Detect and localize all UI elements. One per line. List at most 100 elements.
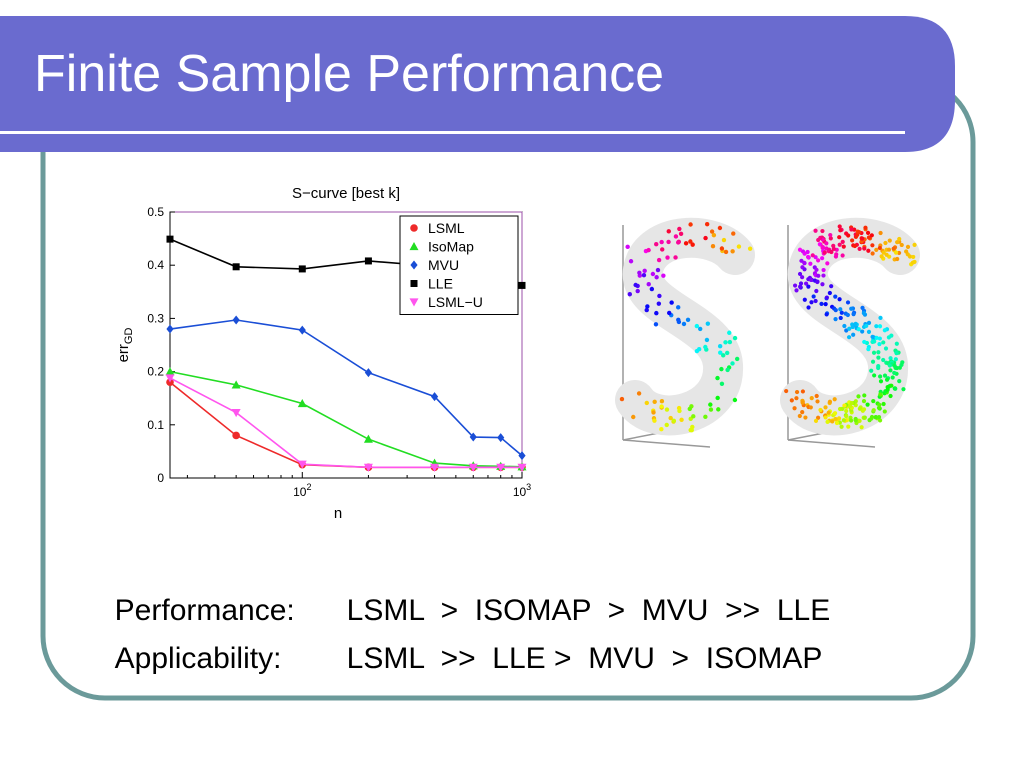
scatter-point: [675, 240, 681, 245]
scatter-point: [803, 415, 808, 420]
scatter-point: [833, 254, 839, 259]
scatter-point: [727, 339, 733, 345]
scatter-point: [851, 311, 856, 317]
scatter-point: [861, 399, 867, 404]
scatter-point: [830, 419, 835, 424]
scatter-point: [842, 403, 847, 408]
scatter-point: [637, 270, 642, 275]
scatter-point: [646, 247, 651, 253]
scatter-point: [897, 236, 902, 242]
scatter-point: [912, 259, 917, 265]
scatter-point: [794, 288, 799, 293]
scatter-point: [874, 335, 879, 341]
y-axis-label: errGD: [115, 328, 135, 363]
scatter-point: [709, 229, 715, 234]
scatter-point: [872, 339, 877, 344]
data-point-lsml: [232, 431, 240, 440]
scatter-point: [842, 323, 847, 329]
scatter-point: [820, 282, 825, 287]
scatter-point: [703, 235, 708, 241]
scatter-point: [837, 235, 842, 240]
data-point-isomap: [165, 367, 175, 376]
x-tick-label: 102: [293, 482, 311, 499]
scatter-point: [851, 332, 856, 337]
scatter-point: [869, 233, 874, 238]
scatter-point: [734, 356, 740, 362]
scatter-point: [836, 416, 842, 421]
data-point-mvu: [430, 392, 439, 402]
scatter-point: [850, 324, 855, 330]
scatter-point: [789, 398, 794, 403]
legend-marker-lsml: [410, 224, 418, 232]
scatter-point: [784, 388, 789, 394]
scatter-point: [869, 368, 874, 373]
scatter-point: [877, 402, 882, 407]
scatter-point: [806, 305, 811, 310]
scatter-point: [865, 402, 870, 407]
scatter-point: [802, 261, 807, 266]
data-point-mvu: [497, 433, 505, 443]
summary-label-performance: Performance:: [114, 594, 295, 627]
scatter-point: [857, 230, 862, 235]
scatter-point: [881, 401, 886, 407]
scatter-point: [635, 288, 640, 294]
scatter-point: [660, 247, 665, 252]
scatter-point: [896, 250, 902, 256]
scatter-point: [893, 357, 898, 362]
manifold-panel-sparse: [615, 217, 755, 448]
scatter-point: [678, 231, 684, 237]
scatter-point: [837, 242, 842, 247]
scatter-point: [688, 239, 693, 244]
scatter-point: [878, 392, 883, 397]
data-point-lle: [232, 263, 240, 271]
data-point-lsml-u: [517, 463, 527, 472]
scatter-point: [665, 255, 670, 260]
summary-text-applicability: LSML >> LLE > MVU > ISOMAP: [346, 642, 823, 675]
scatter-point: [798, 281, 804, 286]
scatter-point: [659, 399, 665, 404]
scatter-point: [827, 399, 833, 404]
scatter-point: [668, 415, 673, 421]
scatter-point: [710, 243, 716, 249]
scatter-point: [717, 344, 723, 349]
scatter-point: [811, 294, 816, 299]
scatter-point: [671, 418, 677, 424]
scatter-point: [870, 251, 875, 256]
scatter-point: [656, 257, 662, 263]
scatter-point: [840, 239, 845, 244]
scatter-point: [676, 317, 681, 323]
scatter-point: [708, 402, 713, 407]
scatter-point: [864, 323, 869, 329]
scatter-point: [677, 408, 682, 414]
scatter-point: [881, 357, 886, 363]
scatter-point: [669, 300, 674, 305]
scatter-point: [881, 250, 886, 255]
scatter-point: [654, 242, 659, 247]
scatter-point: [820, 245, 825, 250]
series-line-isomap: [169, 370, 523, 468]
scatter-point: [872, 373, 877, 378]
scatter-point: [644, 307, 649, 313]
scatter-point: [866, 248, 871, 253]
scatter-point: [813, 298, 818, 304]
scatter-point: [844, 231, 849, 236]
scatter-point: [800, 389, 806, 394]
line-chart: S−curve [best k] 0 0.1 0.2 0.3 0.4 0.5 102 103 n e…: [115, 185, 531, 522]
scatter-point: [808, 405, 813, 410]
scatter-point: [653, 322, 659, 327]
scatter-point: [691, 414, 696, 419]
data-point-lsml-u: [363, 463, 373, 472]
scatter-point: [659, 427, 664, 432]
scatter-point: [837, 297, 842, 302]
scatter-point: [719, 246, 725, 251]
scatter-point: [676, 305, 681, 310]
scatter-point: [798, 284, 803, 289]
scatter-point: [844, 414, 849, 419]
scatter-point: [860, 408, 865, 413]
scatter-point: [696, 347, 702, 352]
scatter-point: [901, 387, 906, 392]
x-tick-label: 103: [513, 482, 531, 499]
scatter-point: [845, 300, 851, 305]
scatter-point: [715, 375, 720, 381]
scatter-point: [732, 397, 738, 403]
